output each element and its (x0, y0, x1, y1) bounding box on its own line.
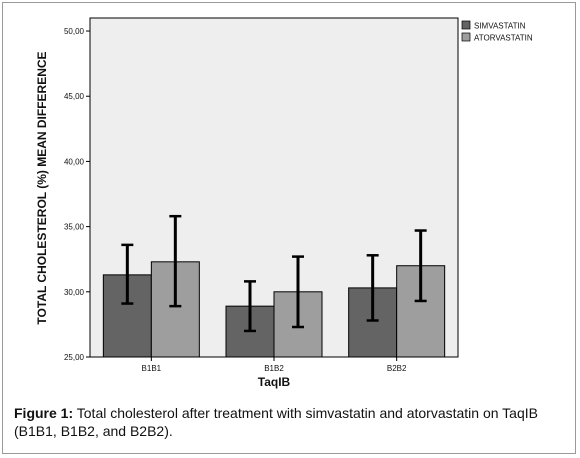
error-bars (121, 214, 427, 333)
legend-swatch-atorvastatin (461, 32, 471, 42)
y-tick-label: 40,00 (64, 157, 85, 166)
y-tick-label: 25,00 (64, 353, 85, 362)
x-axis-label: TaqIB (258, 375, 291, 389)
x-tick-label: B1B1 (142, 364, 162, 373)
y-tick-label: 50,00 (64, 27, 85, 36)
figure-caption: Figure 1: Total cholesterol after treatm… (14, 404, 570, 440)
legend-label-simvastatin: SIMVASTATIN (474, 22, 526, 31)
caption-text: Total cholesterol after treatment with s… (14, 405, 538, 439)
y-tick-label: 30,00 (64, 288, 85, 297)
legend-swatch-simvastatin (461, 20, 471, 30)
x-tick-label: B1B2 (264, 364, 284, 373)
legend-label-atorvastatin: ATORVASTATIN (474, 34, 533, 43)
legend: SIMVASTATIN ATORVASTATIN (461, 20, 533, 43)
caption-label: Figure 1: (14, 405, 74, 421)
y-tick-label: 45,00 (64, 92, 85, 101)
x-axis: B1B1 B1B2 B2B2 (142, 357, 407, 373)
y-tick-label: 35,00 (64, 223, 85, 232)
y-axis: 25,00 30,00 35,00 40,00 45,00 50,00 (64, 27, 90, 362)
y-axis-label: TOTAL CHOLESTEROL (%) MEAN DIFFERENCE (35, 51, 49, 324)
x-tick-label: B2B2 (387, 364, 407, 373)
